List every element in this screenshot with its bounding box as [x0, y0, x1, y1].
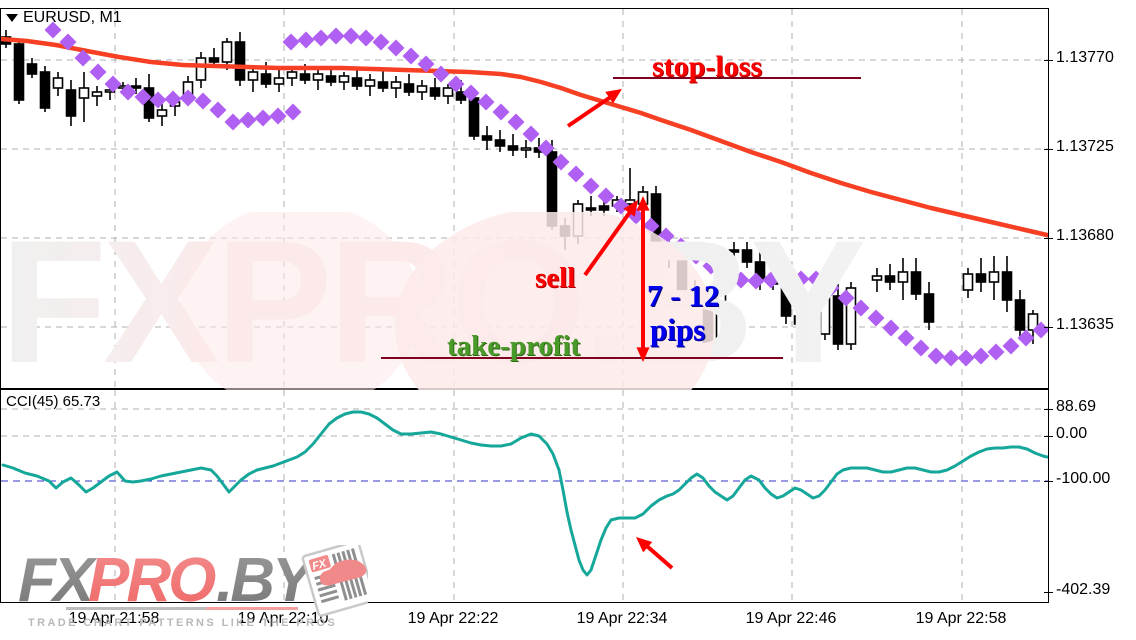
cci-axis-tick [1044, 481, 1053, 482]
triangle-down-icon[interactable] [6, 14, 18, 22]
cci-header-label: CCI(45) 65.73 [6, 393, 101, 410]
price-axis-label: 1.13680 [1056, 227, 1114, 244]
sell-label: sell [535, 262, 576, 294]
price-chart-panel[interactable] [0, 8, 1048, 389]
price-axis-tick [1044, 60, 1053, 61]
cci-axis-tick [1044, 592, 1053, 593]
symbol-header[interactable]: EURUSD, M1 [6, 9, 122, 27]
time-axis-label: 19 Apr 22:34 [576, 610, 668, 627]
price-axis-label: 1.13770 [1056, 49, 1114, 66]
time-axis-label: 19 Apr 22:46 [745, 610, 837, 627]
price-axis-tick [1044, 238, 1053, 239]
take-profit-label: take-profit [447, 330, 581, 362]
stop-loss-label: stop-loss [652, 50, 763, 83]
cci-axis-label: -100.00 [1056, 470, 1111, 487]
cci-axis-tick [1044, 409, 1053, 410]
cci-indicator-panel[interactable] [0, 389, 1048, 603]
price-axis-tick [1044, 149, 1053, 150]
cci-axis-label: 88.69 [1056, 398, 1097, 415]
right-axis-line [1048, 8, 1049, 603]
cci-plot-area[interactable] [1, 390, 1048, 602]
price-plot-area[interactable] [1, 9, 1048, 388]
cci-axis-tick [1044, 436, 1053, 437]
logo-tagline: TRADE CHART PATTERNS LIKE THE PROS [28, 617, 338, 629]
time-axis-label: 19 Apr 22:58 [915, 610, 1007, 627]
price-axis-label: 1.13725 [1056, 138, 1114, 155]
price-axis-tick [1044, 327, 1053, 328]
cci-axis-label: 0.00 [1056, 425, 1088, 442]
cci-chart-svg [1, 390, 1048, 602]
pips-range-label: 7 - 12 [647, 278, 720, 313]
time-axis-label: 19 Apr 21:58 [68, 610, 160, 627]
pips-unit-label: pips [650, 312, 706, 347]
cci-axis-label: -402.39 [1056, 581, 1111, 598]
price-chart-svg [1, 9, 1048, 388]
price-axis-label: 1.13635 [1056, 316, 1114, 333]
time-axis-label: 19 Apr 22:22 [407, 610, 499, 627]
symbol-label: EURUSD, M1 [23, 9, 122, 26]
